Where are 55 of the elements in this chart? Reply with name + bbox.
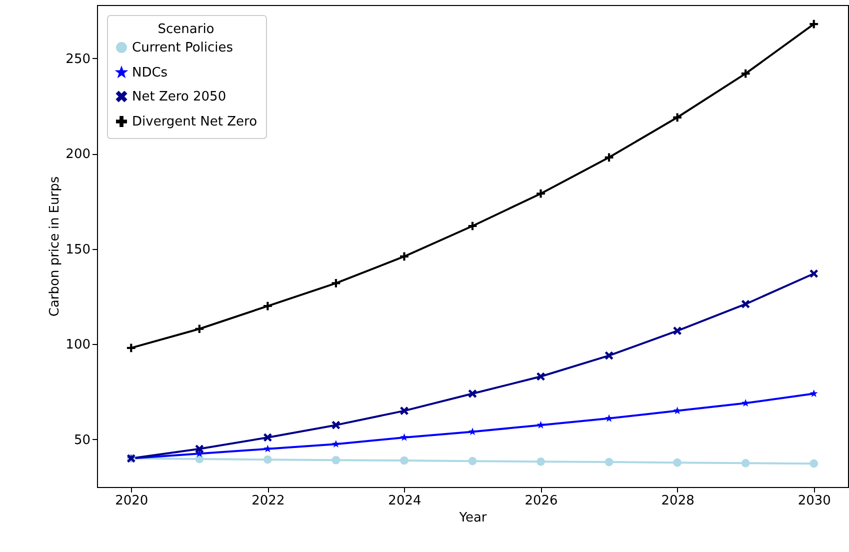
legend-label: NDCs — [132, 66, 168, 80]
point — [400, 433, 408, 441]
y-tick-label: 50 — [74, 432, 90, 448]
point — [810, 459, 818, 468]
point — [810, 269, 818, 278]
point — [332, 278, 340, 288]
point — [810, 389, 818, 398]
y-tick-label: 200 — [66, 147, 90, 162]
legend-label: Current Policies — [132, 40, 234, 56]
y-tick-label: 100 — [66, 338, 90, 353]
point — [264, 302, 272, 310]
point — [400, 252, 408, 261]
point — [468, 222, 477, 230]
point — [468, 389, 477, 398]
point — [673, 326, 682, 335]
legend-title: Scenario — [158, 22, 214, 37]
point — [536, 457, 545, 466]
point — [400, 456, 408, 465]
point — [332, 440, 340, 448]
x-tick-label: 2026 — [524, 494, 558, 508]
point — [604, 153, 614, 162]
point — [536, 189, 545, 198]
x-axis-title: Year — [458, 510, 488, 526]
legend-label: Divergent Net Zero — [132, 114, 258, 130]
point — [673, 406, 682, 414]
point — [468, 456, 477, 466]
point — [400, 406, 408, 415]
point — [332, 456, 340, 464]
point — [673, 113, 682, 122]
point — [604, 458, 614, 466]
legend-label: Net Zero 2050 — [132, 90, 226, 104]
point — [741, 459, 750, 468]
point — [195, 324, 204, 334]
point — [673, 458, 682, 467]
x-tick-label: 2024 — [388, 494, 422, 508]
point — [264, 455, 272, 464]
point — [741, 300, 750, 308]
point — [741, 69, 750, 78]
point — [264, 433, 272, 442]
point — [126, 344, 136, 352]
y-tick-label: 150 — [66, 242, 90, 258]
y-tick-label: 250 — [66, 52, 90, 67]
x-tick-label: 2030 — [798, 494, 831, 508]
point — [536, 420, 545, 428]
point — [195, 444, 204, 454]
point — [332, 420, 340, 430]
x-tick-label: 2022 — [252, 494, 285, 508]
point — [604, 351, 614, 360]
point — [810, 20, 818, 28]
y-axis-title: Carbon price in Eurps — [48, 176, 63, 317]
x-tick-label: 2020 — [115, 494, 148, 508]
point — [264, 444, 272, 452]
point — [468, 428, 476, 436]
x-tick-label: 2028 — [661, 494, 694, 508]
point — [742, 398, 750, 407]
